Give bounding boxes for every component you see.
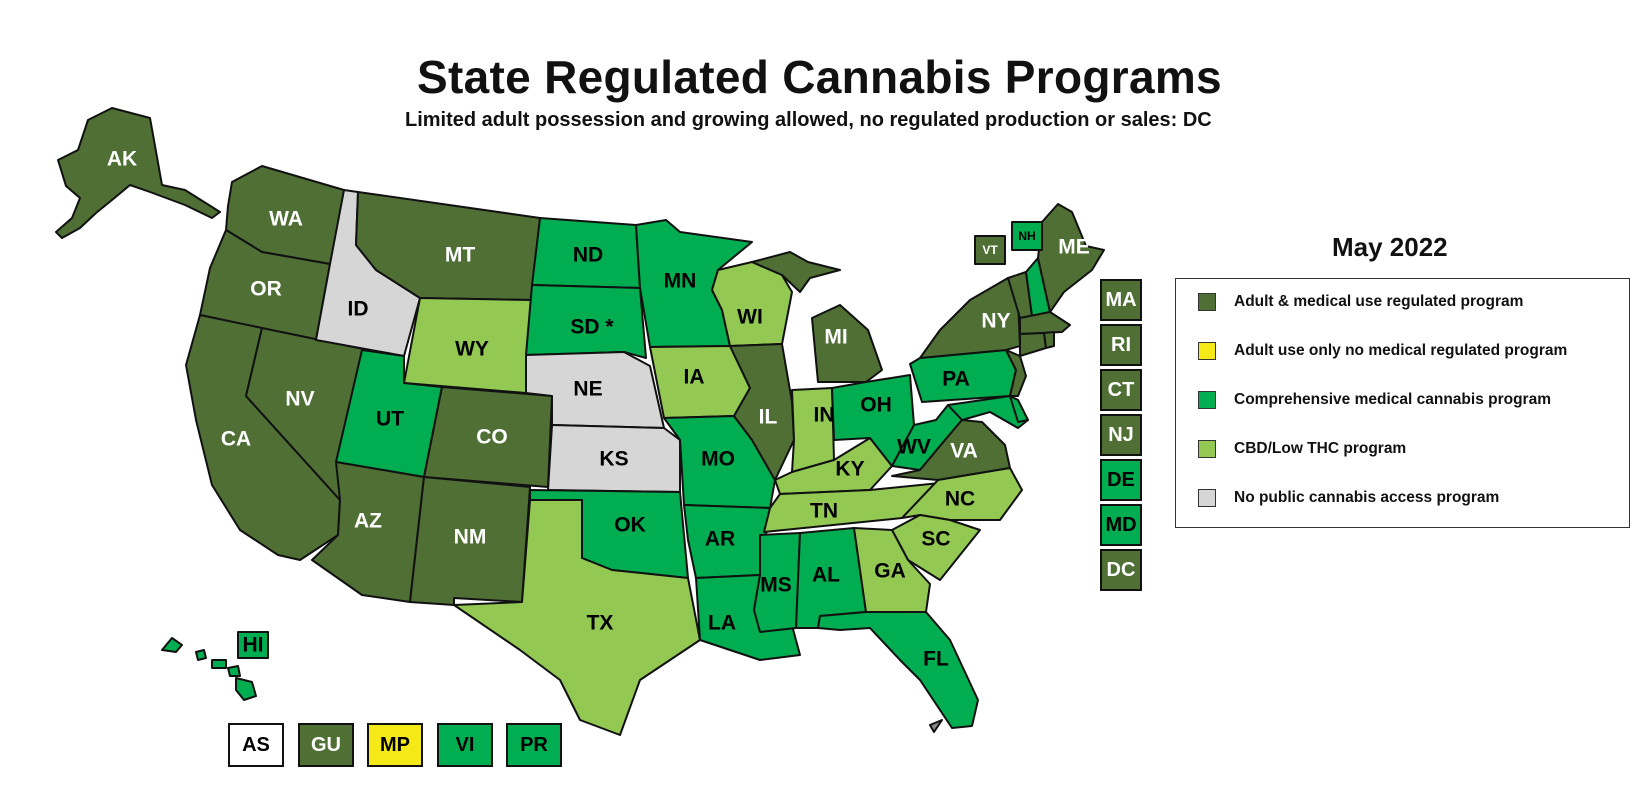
- label-me: ME: [1058, 236, 1090, 259]
- label-ks: KS: [599, 448, 628, 471]
- label-mn: MN: [664, 270, 697, 293]
- state-hi[interactable]: [161, 637, 257, 701]
- legend-date: May 2022: [1332, 232, 1448, 262]
- state-tx[interactable]: [453, 499, 701, 736]
- legend-item-medical: Comprehensive medical cannabis program: [1198, 391, 1551, 409]
- label-nc: NC: [945, 488, 975, 511]
- state-nm[interactable]: [409, 476, 531, 606]
- state-ma[interactable]: [1019, 311, 1071, 335]
- state-de[interactable]: [1009, 395, 1029, 423]
- state-nc[interactable]: [901, 467, 1023, 521]
- state-ak[interactable]: [55, 107, 221, 239]
- label-nh: NH: [1018, 229, 1035, 243]
- territory-box-as[interactable]: AS: [228, 723, 284, 767]
- label-ok: OK: [614, 514, 646, 537]
- label-wa: WA: [269, 208, 303, 231]
- legend-label: Adult & medical use regulated program: [1234, 293, 1524, 310]
- legend-item-cbd: CBD/Low THC program: [1198, 440, 1406, 458]
- state-ks[interactable]: [547, 424, 681, 493]
- label-wi: WI: [737, 306, 763, 329]
- label-hi: HI: [243, 634, 264, 657]
- label-mo: MO: [701, 448, 735, 471]
- state-wi[interactable]: [711, 261, 793, 347]
- label-wy: WY: [455, 338, 489, 361]
- label-al: AL: [812, 564, 840, 587]
- label-pa: PA: [942, 368, 970, 391]
- label-nv: NV: [285, 388, 314, 411]
- legend-item-adult: Adult & medical use regulated program: [1198, 293, 1523, 311]
- map-subtitle: Limited adult possession and growing all…: [405, 109, 1212, 131]
- state-ct[interactable]: [1019, 332, 1047, 357]
- label-ms: MS: [760, 574, 792, 597]
- label-ga: GA: [874, 560, 906, 583]
- label-co: CO: [476, 426, 508, 449]
- legend: Adult & medical use regulated program Ad…: [1175, 278, 1630, 528]
- label-ut: UT: [376, 408, 404, 431]
- state-me[interactable]: [1037, 203, 1105, 313]
- territory-box-gu[interactable]: GU: [298, 723, 354, 767]
- label-in: IN: [814, 404, 835, 427]
- legend-label: Comprehensive medical cannabis program: [1234, 391, 1551, 408]
- label-ky: KY: [835, 458, 864, 481]
- label-ca: CA: [221, 428, 251, 451]
- label-ak: AK: [107, 148, 137, 171]
- small-state-box-ma[interactable]: MA: [1100, 279, 1142, 321]
- inset-box-vt[interactable]: [974, 235, 1006, 265]
- small-state-box-de[interactable]: DE: [1100, 459, 1142, 501]
- label-tx: TX: [587, 612, 614, 635]
- legend-item-none: No public cannabis access program: [1198, 489, 1499, 507]
- label-il: IL: [759, 406, 778, 429]
- legend-swatch: [1198, 391, 1216, 409]
- small-state-box-nj[interactable]: NJ: [1100, 414, 1142, 456]
- label-oh: OH: [860, 394, 892, 417]
- legend-swatch: [1198, 293, 1216, 311]
- legend-label: CBD/Low THC program: [1234, 440, 1407, 457]
- label-wv: WV: [897, 436, 931, 459]
- state-sd[interactable]: [525, 284, 647, 359]
- legend-swatch: [1198, 342, 1216, 360]
- label-nm: NM: [454, 526, 487, 549]
- label-or: OR: [250, 278, 282, 301]
- small-state-box-ct[interactable]: CT: [1100, 369, 1142, 411]
- label-az: AZ: [354, 510, 382, 533]
- small-state-box-md[interactable]: MD: [1100, 504, 1142, 546]
- legend-swatch: [1198, 440, 1216, 458]
- state-fl[interactable]: [817, 611, 979, 729]
- small-state-box-dc[interactable]: DC: [1100, 549, 1142, 591]
- label-mi: MI: [824, 326, 847, 349]
- state-in[interactable]: [791, 387, 835, 473]
- label-ar: AR: [705, 528, 735, 551]
- state-mi[interactable]: [751, 251, 883, 383]
- label-ny: NY: [981, 310, 1010, 333]
- label-ne: NE: [573, 378, 602, 401]
- map-title: State Regulated Cannabis Programs: [417, 51, 1222, 103]
- label-fl: FL: [923, 648, 949, 671]
- small-state-box-ri[interactable]: RI: [1100, 324, 1142, 366]
- label-nd: ND: [573, 244, 603, 267]
- territory-box-vi[interactable]: VI: [437, 723, 493, 767]
- territory-box-mp[interactable]: MP: [367, 723, 423, 767]
- inset-box-hi[interactable]: [237, 631, 269, 659]
- florida-keys: [929, 719, 943, 733]
- label-mt: MT: [445, 244, 475, 267]
- legend-item-adult-only: Adult use only no medical regulated prog…: [1198, 342, 1567, 360]
- label-la: LA: [708, 612, 736, 635]
- label-va: VA: [950, 440, 978, 463]
- legend-label: No public cannabis access program: [1234, 489, 1500, 506]
- label-vt: VT: [982, 243, 998, 257]
- label-tn: TN: [810, 500, 838, 523]
- legend-label: Adult use only no medical regulated prog…: [1234, 342, 1568, 359]
- territory-box-pr[interactable]: PR: [506, 723, 562, 767]
- label-ia: IA: [684, 366, 705, 389]
- label-sd: SD *: [570, 316, 614, 339]
- state-ri[interactable]: [1043, 331, 1055, 349]
- inset-box-nh[interactable]: [1011, 221, 1043, 251]
- legend-swatch: [1198, 489, 1216, 507]
- label-sc: SC: [921, 528, 950, 551]
- label-id: ID: [348, 298, 369, 321]
